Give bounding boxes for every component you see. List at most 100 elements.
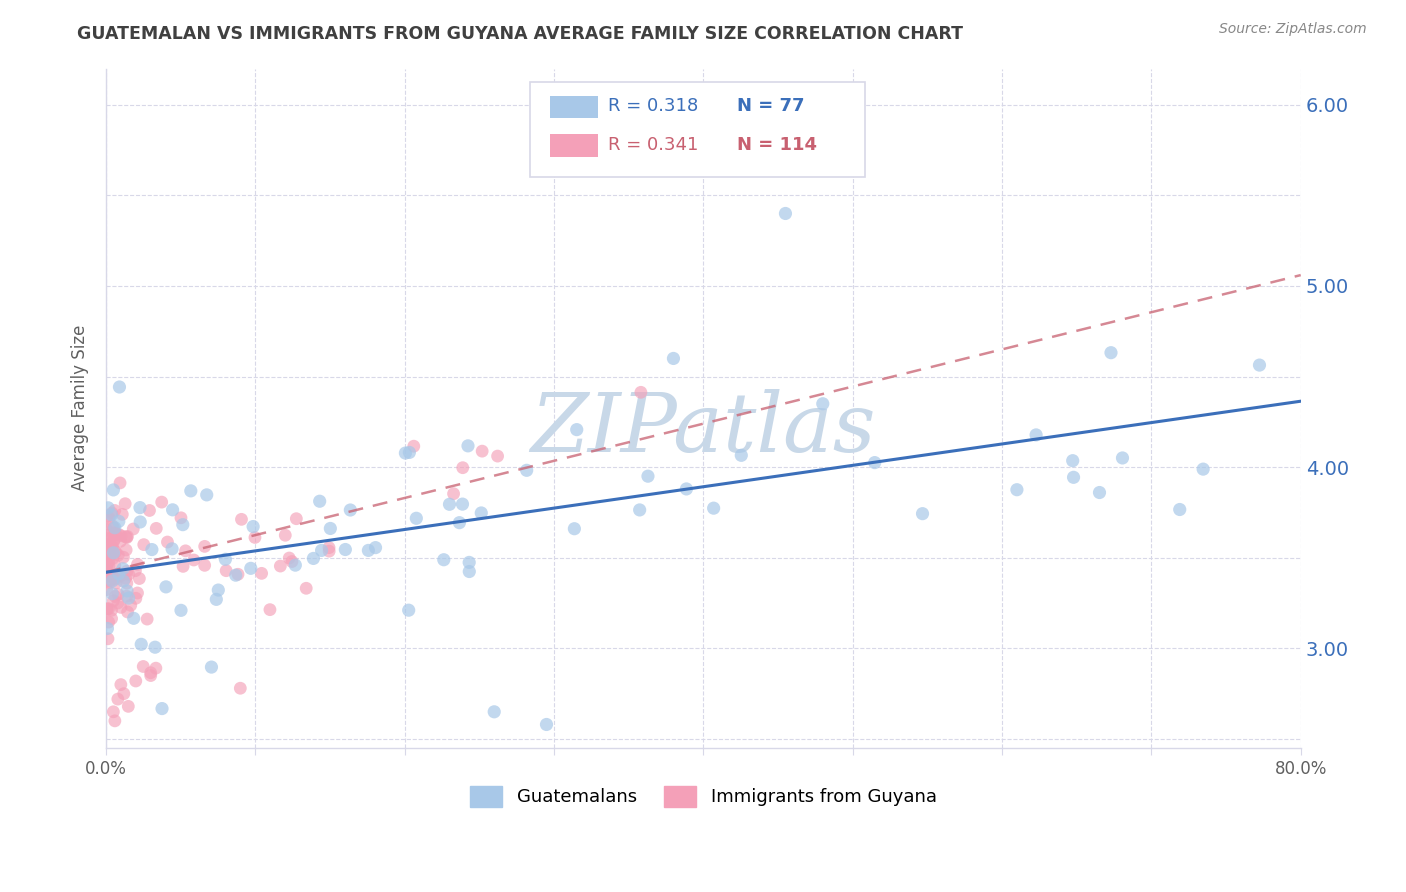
Point (103, 533, 125, 548)
Point (98, 511, 121, 525)
Point (1249, 358, 1271, 372)
Point (132, 659, 155, 673)
Point (170, 603, 193, 617)
Point (104, 521, 127, 535)
Point (112, 574, 135, 588)
Point (516, 463, 538, 477)
Text: N = 77: N = 77 (737, 97, 804, 115)
Point (172, 517, 194, 532)
Point (281, 555, 304, 569)
Point (124, 564, 146, 578)
Point (402, 439, 425, 453)
Point (111, 508, 134, 522)
Point (107, 566, 129, 581)
Point (97, 615, 120, 629)
Point (100, 508, 122, 522)
Point (103, 546, 125, 560)
Point (139, 665, 162, 680)
Point (98, 547, 121, 561)
Point (675, 482, 697, 496)
Point (637, 469, 659, 483)
Point (110, 678, 132, 692)
Point (98, 532, 121, 546)
Point (180, 483, 202, 498)
Point (470, 506, 492, 520)
Point (457, 439, 479, 453)
Point (96, 582, 118, 597)
Point (194, 540, 217, 554)
Point (96, 523, 118, 537)
Point (117, 591, 139, 605)
Point (172, 559, 194, 574)
Point (97, 541, 120, 555)
Point (125, 673, 148, 688)
Point (139, 668, 162, 682)
Point (98, 538, 121, 552)
Point (100, 568, 122, 582)
Point (295, 582, 318, 596)
Point (96, 562, 118, 576)
Point (458, 555, 481, 569)
Point (1111, 450, 1133, 465)
Text: GUATEMALAN VS IMMIGRANTS FROM GUYANA AVERAGE FAMILY SIZE CORRELATION CHART: GUATEMALAN VS IMMIGRANTS FROM GUYANA AVE… (77, 25, 963, 43)
Point (108, 528, 131, 542)
Bar (550, 95, 598, 118)
Point (122, 522, 145, 536)
Point (96, 531, 118, 545)
Point (1025, 428, 1047, 442)
Point (150, 495, 173, 509)
Point (104, 558, 127, 573)
Text: R = 0.341: R = 0.341 (607, 136, 699, 154)
Point (364, 541, 387, 555)
Point (129, 515, 152, 529)
Point (150, 701, 173, 715)
Point (111, 562, 134, 576)
Point (110, 568, 132, 582)
Text: R = 0.318: R = 0.318 (607, 97, 697, 115)
Point (243, 531, 266, 545)
Point (207, 583, 229, 598)
Point (630, 385, 652, 400)
Point (662, 351, 685, 366)
Point (143, 640, 166, 655)
Point (564, 522, 586, 536)
Point (96, 528, 118, 542)
Point (96, 558, 118, 572)
Point (103, 542, 125, 557)
Point (458, 565, 481, 579)
Point (308, 494, 330, 508)
Point (357, 543, 380, 558)
Point (103, 521, 125, 535)
Point (125, 591, 148, 606)
Point (174, 544, 197, 558)
Point (138, 503, 160, 517)
Point (302, 551, 325, 566)
Point (145, 521, 167, 535)
Point (215, 564, 238, 578)
Point (103, 705, 125, 719)
Point (398, 445, 420, 459)
Point (471, 444, 494, 458)
Point (214, 552, 236, 566)
Point (103, 483, 125, 497)
Point (107, 587, 129, 601)
Point (104, 590, 127, 604)
Point (98, 549, 121, 563)
Point (101, 551, 124, 566)
Point (115, 530, 138, 544)
Point (1192, 462, 1215, 476)
Point (117, 529, 139, 543)
Point (110, 529, 132, 543)
Point (104, 572, 127, 586)
Point (103, 571, 125, 585)
Point (394, 446, 416, 460)
Point (274, 528, 297, 542)
Point (115, 531, 138, 545)
Point (117, 699, 139, 714)
Point (439, 497, 461, 511)
Point (194, 558, 217, 573)
Point (127, 558, 149, 572)
Point (101, 539, 124, 553)
Point (120, 599, 142, 613)
Point (225, 568, 247, 582)
